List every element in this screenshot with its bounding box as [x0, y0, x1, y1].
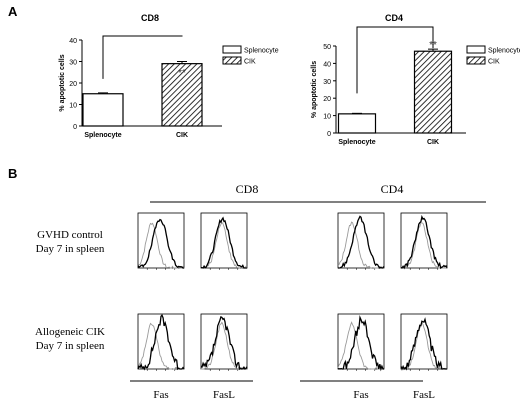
chart0-significance-bracket [102, 35, 183, 79]
chart-cd8: CD8 0 10 20 30 40 % apoptotic cells Splenocyte C… [59, 13, 279, 139]
group-title-cd8: CD8 [236, 182, 259, 196]
chart1-category-label-0: Splenocyte [338, 139, 375, 146]
hist-r0-c2-sample-trace [338, 215, 385, 269]
hist-r0-c2-control-trace [337, 221, 384, 269]
hist-r1-c2-sample-trace [337, 314, 384, 372]
hist-r1-c0-control-trace [137, 322, 185, 370]
chart0-y-tick-label: 40 [69, 38, 77, 45]
hist-r0-c3-frame [400, 212, 448, 269]
chart1-y-tick-label: 40 [323, 61, 331, 68]
hist-r0-c0-control-trace [137, 222, 185, 269]
chart0-legend-label-0: Splenocyte [244, 48, 279, 55]
chart1-category-label-1: CIK [427, 139, 439, 146]
hist-r0-c1-sample-trace [200, 216, 247, 269]
hist-r0-c3-control-trace [400, 222, 448, 270]
hist-r0-c0-sample-trace [137, 218, 184, 269]
panel-label-b: B [8, 166, 17, 181]
row-label-gvhd-line1: GVHD control [37, 229, 103, 241]
hist-r0-c1-control-trace [200, 221, 248, 269]
chart0-category-label-1: CIK [176, 132, 188, 139]
column-label-fas-cd4: Fas [353, 389, 368, 401]
chart1-y-tick-label: 20 [323, 96, 331, 103]
chart1-title: CD4 [385, 13, 403, 23]
chart1-y-tick-label: 10 [323, 114, 331, 121]
chart0-bar-0 [82, 93, 124, 127]
hist-r0-c3-sample-trace [400, 214, 448, 270]
hist-r0-c0-frame [137, 212, 185, 269]
hist-r1-c2-frame [337, 313, 385, 370]
chart1-legend-swatch-1 [466, 56, 486, 65]
hist-r0-c1-frame [200, 212, 248, 269]
chart1-significance-stars: ** [429, 40, 437, 51]
chart1-y-axis-label: % apoptotic cells [311, 61, 318, 118]
chart1-significance-bracket [356, 26, 434, 94]
chart-cd4: CD4 0 10 20 30 40 50 % apoptotic cells Splenocyt… [311, 13, 520, 146]
flow-cytometry-panel: CD8 CD4 GVHD control Day 7 in spleen All… [35, 182, 486, 401]
column-label-fas-cd8: Fas [153, 389, 168, 401]
chart0-y-tick-label: 20 [69, 81, 77, 88]
hist-r1-c3-control-trace [401, 321, 448, 370]
chart1-bar-0 [337, 113, 377, 134]
chart0-y-tick-label: 0 [73, 124, 77, 131]
row-label-gvhd-line2: Day 7 in spleen [36, 243, 105, 255]
hist-r1-c2-control-trace [337, 321, 385, 370]
column-label-fasl-cd8: FasL [213, 389, 235, 401]
chart1-y-tick-label: 0 [327, 131, 331, 138]
chart0-legend-label-1: CIK [244, 59, 256, 66]
chart0-y-tick-label: 10 [69, 103, 77, 110]
panel-label-a: A [8, 4, 18, 19]
chart0-y-tick-label: 30 [69, 60, 77, 67]
column-label-fasl-cd4: FasL [413, 389, 435, 401]
group-title-cd4: CD4 [381, 182, 404, 196]
hist-r1-c1-sample-trace [200, 315, 248, 371]
hist-r0-c2-frame [337, 212, 385, 269]
histogram-grid [137, 212, 448, 372]
row-label-cik-line1: Allogeneic CIK [35, 326, 105, 338]
chart0-legend-swatch-0 [222, 45, 242, 54]
chart0-category-label-0: Splenocyte [84, 132, 121, 139]
hist-r1-c0-sample-trace [137, 313, 185, 371]
chart0-title: CD8 [141, 13, 159, 23]
hist-r1-c3-frame [400, 313, 448, 370]
row-label-cik-line2: Day 7 in spleen [36, 340, 105, 352]
chart1-legend-label-0: Splenocyte [488, 48, 520, 55]
chart1-y-tick-label: 50 [323, 44, 331, 51]
chart0-y-axis-label: % apoptotic cells [59, 54, 66, 111]
chart0-significance-stars: ** [178, 68, 186, 79]
chart1-bar-1 [413, 50, 453, 134]
chart1-y-tick-label: 30 [323, 79, 331, 86]
chart0-legend-swatch-1 [222, 56, 242, 65]
hist-r1-c3-sample-trace [400, 317, 447, 371]
chart1-legend-swatch-0 [466, 45, 486, 54]
chart1-legend-label-1: CIK [488, 59, 500, 66]
